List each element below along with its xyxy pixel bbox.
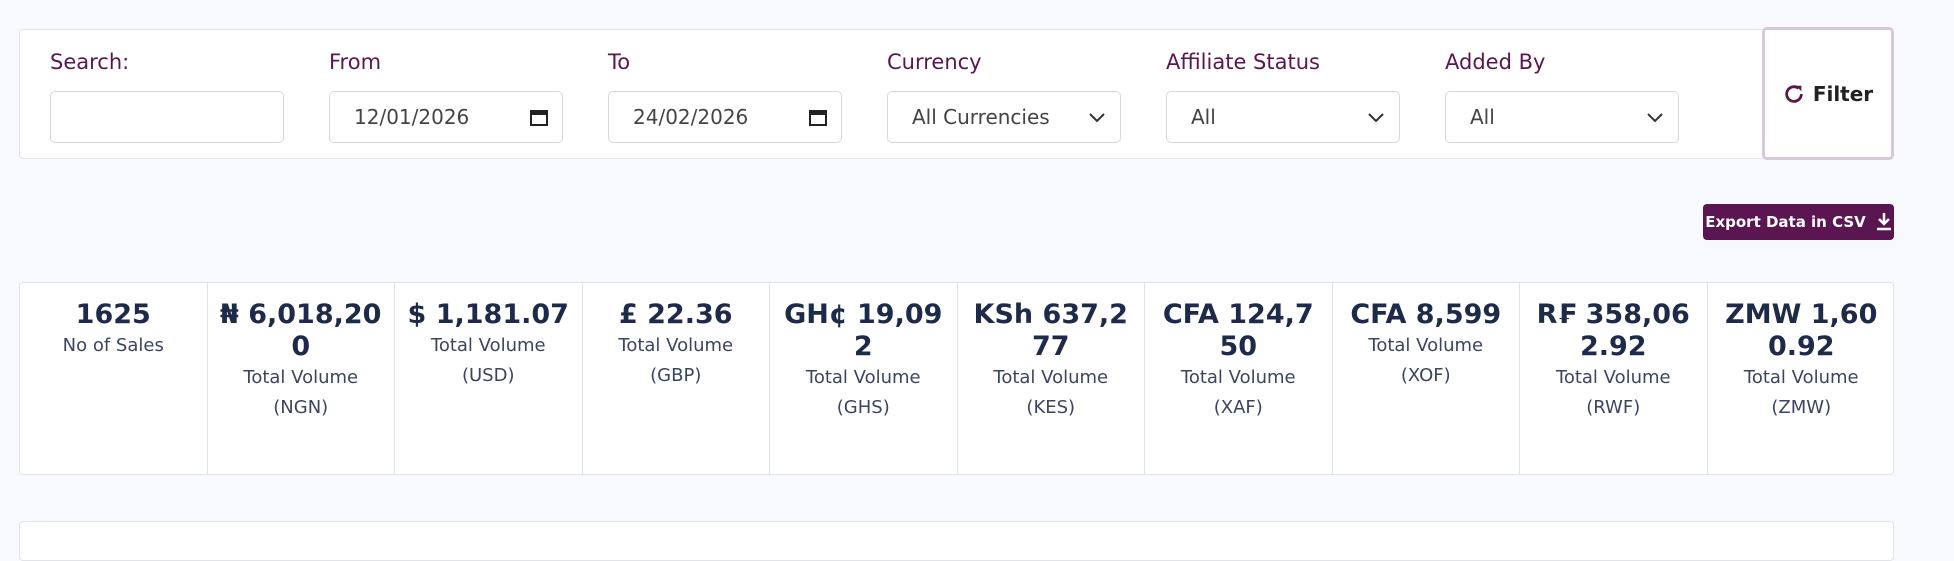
stat-label: Total Volume (RWF) [1555,367,1671,418]
input-value: All Currencies [912,105,1050,129]
stat-value: R₣ 358,062.92 [1536,299,1690,362]
stat-card: GH¢ 19,092 Total Volume (GHS) [770,283,958,475]
stat-card: CFA 8,599 Total Volume (XOF) [1333,283,1520,475]
stat-value: CFA 124,750 [1162,299,1314,362]
stat-label: Total Volume (ZMW) [1743,367,1859,418]
stat-value: KSh 637,277 [973,299,1128,362]
stat-value: ZMW 1,600.92 [1725,299,1878,362]
stat-label: Total Volume (GBP) [618,335,734,386]
input-value: 24/02/2026 [633,105,749,129]
filter-input[interactable]: All [1445,91,1679,143]
chevron-icon [1089,113,1105,123]
stat-card: ZMW 1,600.92 Total Volume (ZMW) [1708,283,1896,475]
filter-label: Affiliate Status [1166,50,1320,74]
filter-label: Filter [1812,81,1874,106]
stats-panel: 1625 No of Sales ₦ 6,018,200 Total Volume (… [19,282,1894,475]
page: Search: From 12/01/2026 To 24/02/2026 Currenc… [19,27,1894,561]
input-value: 12/01/2026 [354,105,470,129]
filter-input[interactable]: All Currencies [887,91,1121,143]
stat-card: $ 1,181.07 Total Volume (USD) [395,283,583,475]
filter-button[interactable]: Filter [1762,27,1894,160]
filter-label: Currency [887,50,982,74]
table-panel [19,521,1894,561]
filter-input[interactable]: 24/02/2026 [608,91,842,143]
stat-value: 1625 [75,299,151,330]
chevron-icon [1368,113,1384,123]
stat-card: ₦ 6,018,200 Total Volume (NGN) [208,283,395,475]
stat-label: Total Volume (XOF) [1368,335,1484,386]
stat-label: No of Sales [62,335,164,356]
stat-value: ₦ 6,018,200 [220,299,382,362]
chevron-icon [1647,113,1663,123]
export-label: Export Data in CSV [1705,213,1866,231]
filter-label: Search: [50,50,130,74]
stat-card: KSh 637,277 Total Volume (KES) [958,283,1145,475]
input-value: All [1191,105,1216,129]
export-button[interactable]: Export Data in CSV [1703,204,1894,240]
filter-input[interactable] [50,91,284,143]
filter-label: To [608,50,631,74]
stat-card: R₣ 358,062.92 Total Volume (RWF) [1520,283,1708,475]
stat-card: 1625 No of Sales [20,283,208,475]
stat-label: Total Volume (USD) [430,335,546,386]
stat-label: Total Volume (GHS) [805,367,921,418]
filter-label: Added By [1445,50,1546,74]
filter-input[interactable]: 12/01/2026 [329,91,563,143]
input-value: All [1470,105,1495,129]
stat-value: £ 22.36 [618,299,733,330]
stat-card: CFA 124,750 Total Volume (XAF) [1145,283,1333,475]
stat-value: $ 1,181.07 [407,299,569,330]
filter-label: From [329,50,382,74]
stat-label: Total Volume (KES) [993,367,1109,418]
stat-label: Total Volume (NGN) [243,367,359,418]
filter-input[interactable]: All [1166,91,1400,143]
calendar-icon [809,110,827,126]
calendar-icon [530,110,548,126]
stat-value: GH¢ 19,092 [784,299,943,362]
stat-card: £ 22.36 Total Volume (GBP) [583,283,770,475]
stat-value: CFA 8,599 [1350,299,1502,330]
stat-label: Total Volume (XAF) [1180,367,1296,418]
